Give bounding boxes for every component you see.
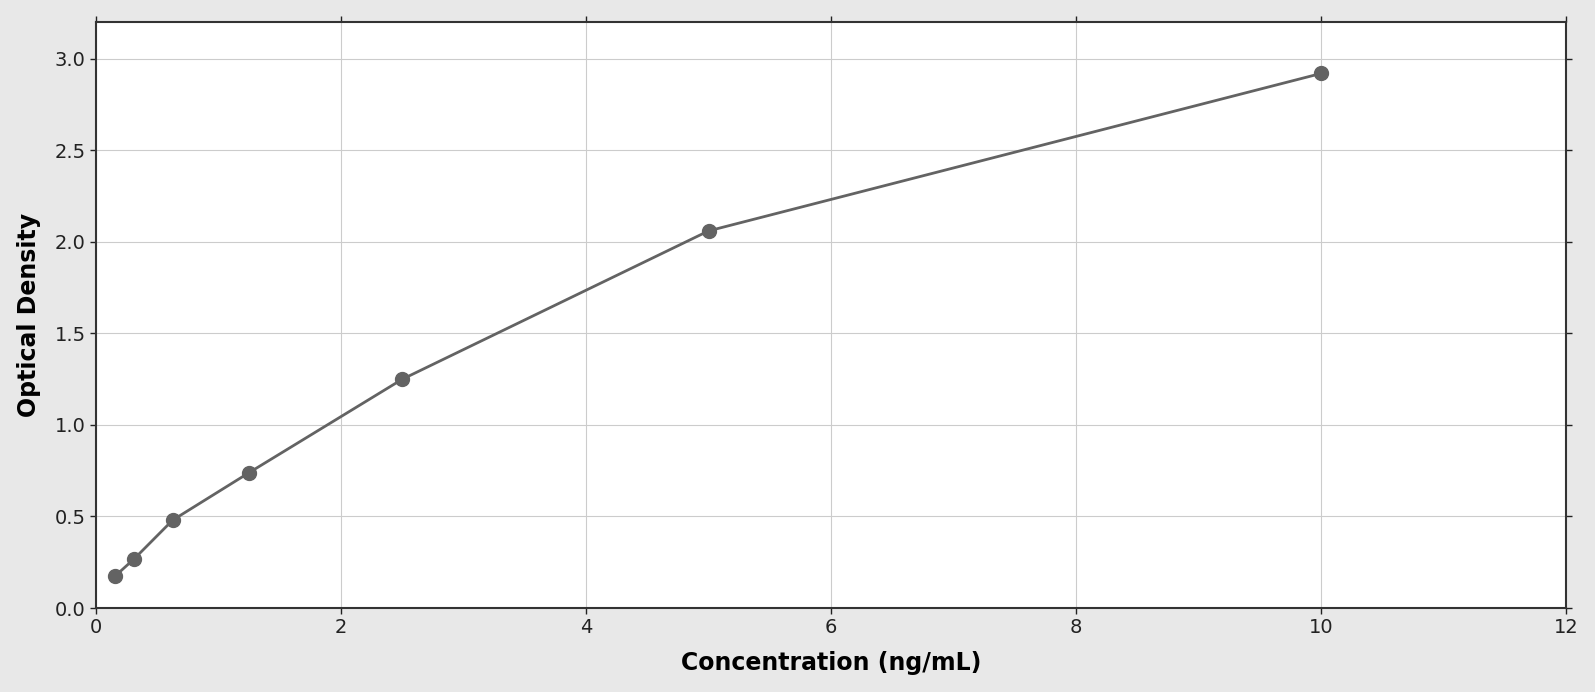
Point: [102, 570, 128, 581]
Point: [121, 553, 147, 564]
Y-axis label: Optical Density: Optical Density: [16, 213, 40, 417]
Point: [1308, 68, 1333, 79]
X-axis label: Concentration (ng/mL): Concentration (ng/mL): [681, 651, 981, 675]
Point: [695, 226, 721, 237]
Point: [236, 467, 262, 478]
Point: [389, 374, 415, 385]
Point: [160, 515, 185, 526]
